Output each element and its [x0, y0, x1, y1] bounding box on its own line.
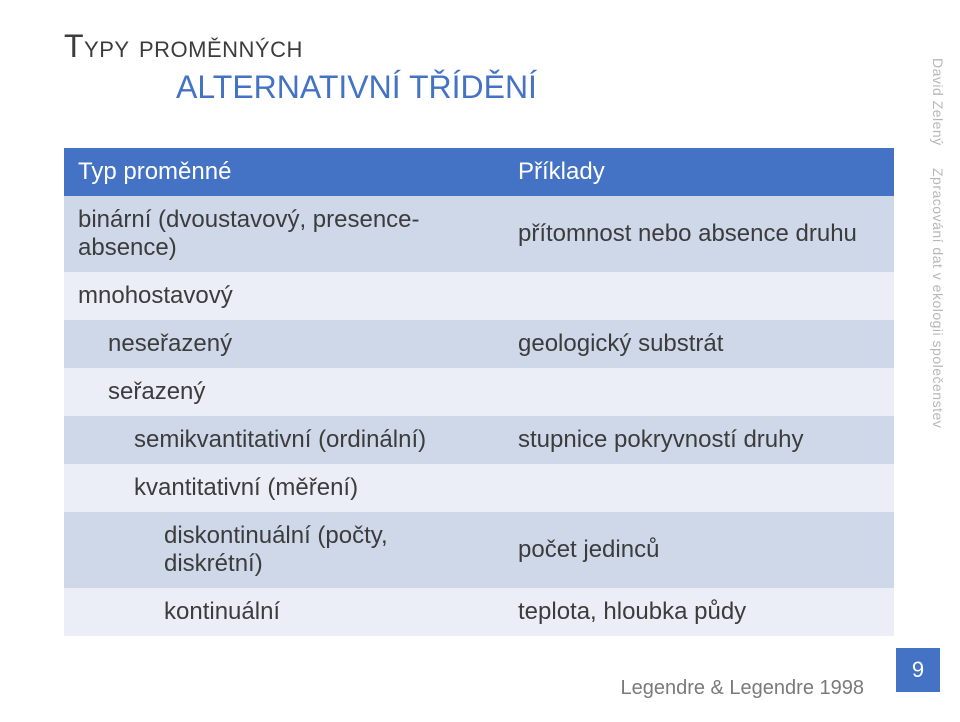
table-row: mnohostavový — [64, 272, 894, 320]
cell-type: kvantitativní (měření) — [64, 464, 504, 512]
cell-type: neseřazený — [64, 320, 504, 368]
cell-example: počet jedinců — [504, 512, 894, 588]
cell-type: binární (dvoustavový, presence-absence) — [64, 196, 504, 272]
cell-type: diskontinuální (počty, diskrétní) — [64, 512, 504, 588]
cell-example — [504, 368, 894, 416]
cell-example: stupnice pokryvností druhy — [504, 416, 894, 464]
table-header-right: Příklady — [504, 148, 894, 196]
cell-example: geologický substrát — [504, 320, 894, 368]
table-row: semikvantitativní (ordinální) stupnice p… — [64, 416, 894, 464]
table-row: neseřazený geologický substrát — [64, 320, 894, 368]
slide-subtitle: ALTERNATIVNÍ TŘÍDĚNÍ — [64, 69, 912, 106]
citation: Legendre & Legendre 1998 — [620, 677, 864, 700]
cell-type: kontinuální — [64, 588, 504, 636]
table-row: seřazený — [64, 368, 894, 416]
cell-example: teplota, hloubka půdy — [504, 588, 894, 636]
table-row: binární (dvoustavový, presence-absence) … — [64, 196, 894, 272]
sidebar-author: David Zelený — [926, 58, 946, 146]
cell-example: přítomnost nebo absence druhu — [504, 196, 894, 272]
cell-type: mnohostavový — [64, 272, 504, 320]
sidebar-course: Zpracování dat v ekologii společenstev — [926, 168, 946, 428]
cell-example — [504, 464, 894, 512]
page-number: 9 — [896, 648, 940, 692]
table-header-left: Typ proměnné — [64, 148, 504, 196]
variable-types-table: Typ proměnné Příklady binární (dvoustavo… — [64, 148, 894, 636]
table-row: kontinuální teplota, hloubka půdy — [64, 588, 894, 636]
slide-title: Typy proměnných — [64, 28, 912, 65]
table-row: kvantitativní (měření) — [64, 464, 894, 512]
cell-type: seřazený — [64, 368, 504, 416]
cell-example — [504, 272, 894, 320]
slide: Typy proměnných ALTERNATIVNÍ TŘÍDĚNÍ Typ… — [0, 0, 960, 722]
table-header-row: Typ proměnné Příklady — [64, 148, 894, 196]
table-row: diskontinuální (počty, diskrétní) počet … — [64, 512, 894, 588]
cell-type: semikvantitativní (ordinální) — [64, 416, 504, 464]
